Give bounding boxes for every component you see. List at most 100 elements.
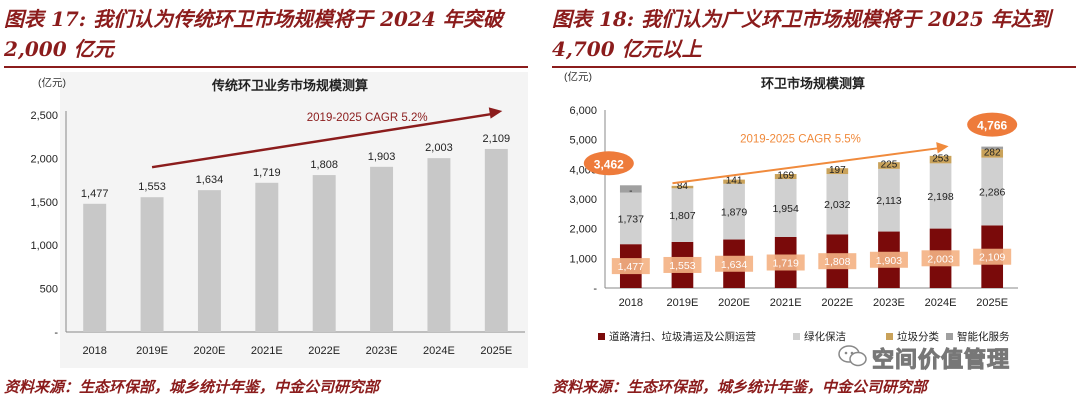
total-callout-label: 3,462 <box>594 157 624 171</box>
stacked-bar-segment <box>619 192 642 245</box>
total-callout-label: 4,766 <box>977 119 1007 133</box>
data-label: 1,808 <box>310 159 338 171</box>
data-label-series-2: 1,807 <box>669 210 695 222</box>
stacked-bar-segment <box>671 185 694 189</box>
total-callout-bubble <box>583 151 634 176</box>
y-tick-label: 3,000 <box>569 194 597 206</box>
data-label: 1,634 <box>196 174 224 186</box>
right-figure: 图表 18: 我们认为广义环卫市场规模将于 2025 年达到 4,700 亿元以… <box>548 0 1080 405</box>
x-tick-label: 2022E <box>308 345 340 357</box>
stacked-bar-segment <box>671 188 694 242</box>
legend-swatch <box>598 333 605 340</box>
data-label-series-1: 2,003 <box>927 253 953 265</box>
data-label-box <box>766 254 805 271</box>
bar <box>484 148 508 332</box>
cagr-annotation: 2019-2025 CAGR 5.5% <box>740 134 861 146</box>
x-tick-label: 2019E <box>136 345 168 357</box>
data-label-series-2: 2,198 <box>927 191 953 203</box>
cagr-arrow-head <box>488 107 503 119</box>
stacked-bar-segment <box>981 146 1004 150</box>
data-label-box <box>663 256 702 273</box>
legend-label: 道路清扫、垃圾清运及公厕运营 <box>609 330 756 343</box>
y-tick-label: 6,000 <box>569 105 597 117</box>
data-label-series-3: 84 <box>677 181 689 192</box>
y-tick-label: - <box>593 283 597 295</box>
stacked-bar-segment <box>929 155 952 164</box>
total-callout-bubble <box>967 112 1018 137</box>
stacked-bar-segment <box>723 179 745 184</box>
y-axis-label: (亿元) <box>38 76 66 89</box>
bar <box>427 158 451 332</box>
stacked-bar-segment <box>723 183 745 240</box>
figure-title-right: 图表 18: 我们认为广义环卫市场规模将于 2025 年达到 4,700 亿元以… <box>552 7 1051 61</box>
x-tick-label: 2020E <box>194 345 226 357</box>
stacked-bar-segment <box>826 174 849 235</box>
x-tick-label: 2023E <box>366 345 398 357</box>
stacked-bar-segment <box>981 149 1004 158</box>
y-tick-label: - <box>54 327 58 339</box>
figure-title-left: 图表 17: 我们认为传统环卫市场规模将于 2024 年突破 2,000 亿元 <box>4 7 503 61</box>
cagr-annotation: 2019-2025 CAGR 5.2% <box>307 112 428 124</box>
legend-label: 绿化保洁 <box>804 330 846 343</box>
bar <box>370 166 394 332</box>
data-label-series-1: 1,477 <box>618 261 644 273</box>
y-tick-label: 2,000 <box>569 224 597 236</box>
data-label: 1,477 <box>81 188 109 200</box>
data-label-series-1: 2,109 <box>979 252 1005 264</box>
data-label-series-3: 169 <box>777 171 794 182</box>
legend-label: 智能化服务 <box>957 330 1010 343</box>
x-tick-label: 2023E <box>873 297 905 309</box>
cagr-arrow-line <box>151 112 493 169</box>
x-tick-label: 2021E <box>251 345 283 357</box>
title-rule-right <box>552 66 1076 68</box>
wechat-icon <box>838 345 867 367</box>
chart-title: 环卫市场规模测算 <box>761 76 865 91</box>
data-label-box <box>973 248 1012 265</box>
left-figure: 图表 17: 我们认为传统环卫市场规模将于 2024 年突破 2,000 亿元 … <box>0 0 532 405</box>
stacked-bar-segment <box>878 168 900 232</box>
x-tick-label: 2022E <box>821 297 853 309</box>
x-tick-label: 2020E <box>718 297 750 309</box>
stacked-bar-segment <box>981 157 1004 226</box>
x-tick-label: 2024E <box>423 345 455 357</box>
y-tick-label: 2,000 <box>30 153 58 165</box>
cagr-arrow-line <box>672 147 939 185</box>
data-label-series-1: 1,634 <box>721 259 747 271</box>
y-axis-label: (亿元) <box>564 70 592 83</box>
data-label: 2,003 <box>425 142 453 154</box>
stacked-bar-segment <box>826 168 849 175</box>
data-label-series-1: 1,903 <box>876 255 902 267</box>
legend-swatch <box>946 333 953 340</box>
stacked-bar-segment <box>774 179 797 238</box>
watermark: 空间价值管理 <box>838 342 1074 374</box>
stacked-bar-segment <box>878 162 900 169</box>
data-label-series-3: 141 <box>726 176 743 187</box>
data-label-series-3: 253 <box>932 154 949 165</box>
bar <box>255 182 279 332</box>
source-note-left: 资料来源：生态环保部，城乡统计年鉴，中金公司研究部 <box>4 378 380 396</box>
bar <box>83 203 107 332</box>
data-label-series-2: 1,954 <box>773 203 799 215</box>
y-tick-label: 1,000 <box>30 240 58 252</box>
legend-swatch <box>886 333 893 340</box>
data-label-series-2: 2,286 <box>979 187 1005 199</box>
stacked-bar-segment <box>929 163 952 229</box>
bar <box>312 175 336 332</box>
chart-left: (亿元) 传统环卫业务市场规模测算 - 500 1,000 1,500 2,000 2,500… <box>30 72 528 368</box>
title-rule-left <box>4 66 528 68</box>
data-label-series-3: 282 <box>984 147 1001 158</box>
plot-background <box>60 72 528 368</box>
legend-swatch <box>793 333 800 340</box>
data-label-series-3: 225 <box>881 160 898 171</box>
data-label-series-3: - <box>629 186 632 197</box>
y-tick-label: 500 <box>40 284 58 296</box>
data-label-series-1: 1,719 <box>773 258 799 270</box>
x-tick-label: 2024E <box>925 297 957 309</box>
data-label: 1,903 <box>368 151 396 163</box>
bar <box>197 190 221 332</box>
x-tick-label: 2025E <box>976 297 1008 309</box>
data-label-series-2: 2,032 <box>824 199 850 211</box>
y-tick-label: 1,000 <box>569 253 597 265</box>
watermark-text: 空间价值管理 <box>871 348 1011 374</box>
data-label-series-2: 1,737 <box>618 213 644 225</box>
